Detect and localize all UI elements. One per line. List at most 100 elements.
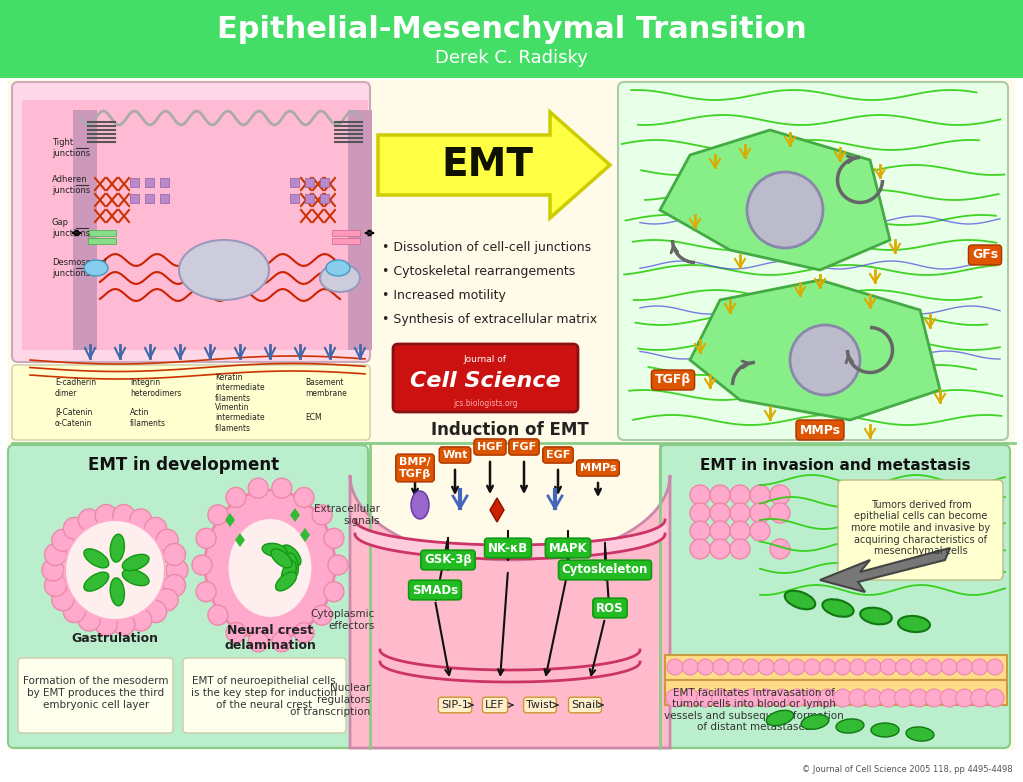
FancyBboxPatch shape [8,445,368,748]
Circle shape [45,575,66,597]
Circle shape [818,689,837,707]
Ellipse shape [110,578,125,606]
Circle shape [65,520,165,620]
Circle shape [971,689,989,707]
Ellipse shape [282,545,301,566]
Circle shape [312,505,332,525]
Ellipse shape [785,590,815,609]
Text: Snail: Snail [571,700,598,710]
Circle shape [925,689,943,707]
Circle shape [226,622,246,643]
Circle shape [788,689,806,707]
Text: Adheren
junctions: Adheren junctions [52,175,90,195]
Circle shape [78,609,100,631]
Circle shape [730,539,750,559]
Polygon shape [290,508,300,522]
Text: HGF: HGF [477,442,503,452]
Circle shape [52,529,74,551]
Circle shape [710,485,730,505]
Ellipse shape [123,569,149,586]
Circle shape [208,605,228,625]
Text: Desmosomal
junctions: Desmosomal junctions [52,258,106,278]
Circle shape [272,632,292,652]
Text: Nuclear
regulators
of transcription: Nuclear regulators of transcription [290,683,370,716]
Text: EMT in development: EMT in development [88,456,279,474]
Text: GSK-3β: GSK-3β [425,554,472,566]
Circle shape [750,503,770,523]
Bar [145,194,154,203]
Circle shape [972,659,988,675]
Circle shape [272,478,292,498]
Bar [290,178,299,187]
Circle shape [894,689,913,707]
Circle shape [196,529,216,548]
Circle shape [45,543,66,565]
Circle shape [294,622,314,643]
Circle shape [682,659,699,675]
Circle shape [864,689,882,707]
Ellipse shape [871,723,899,737]
Circle shape [208,505,228,525]
Circle shape [130,509,151,531]
Circle shape [690,503,710,523]
Circle shape [157,589,178,611]
Text: SMADs: SMADs [412,583,458,597]
Text: ROS: ROS [596,601,624,615]
Ellipse shape [179,240,269,300]
Text: EMT: EMT [441,146,533,184]
Circle shape [324,529,344,548]
Circle shape [895,659,911,675]
Circle shape [710,503,730,523]
Text: • Synthesis of extracellular matrix: • Synthesis of extracellular matrix [382,314,597,327]
Circle shape [865,659,881,675]
Circle shape [144,518,167,540]
Bar [332,238,360,244]
Bar [145,178,154,187]
Ellipse shape [123,554,149,571]
Text: SIP-1: SIP-1 [441,700,469,710]
Circle shape [750,521,770,541]
Text: EGF: EGF [546,450,570,460]
FancyBboxPatch shape [12,365,370,440]
Circle shape [690,485,710,505]
Polygon shape [490,498,504,522]
Circle shape [758,659,774,675]
Polygon shape [348,110,372,350]
Text: Cytoplasmic
effectors: Cytoplasmic effectors [311,609,375,631]
Circle shape [78,509,100,531]
Polygon shape [225,513,235,527]
Bar [305,178,314,187]
Ellipse shape [275,572,297,591]
Ellipse shape [411,491,429,519]
Circle shape [666,689,684,707]
Ellipse shape [271,549,292,568]
Text: Tight
junctions: Tight junctions [52,138,90,158]
Ellipse shape [320,264,360,292]
Circle shape [910,659,927,675]
Circle shape [743,689,760,707]
Circle shape [743,659,759,675]
Ellipse shape [766,710,794,726]
Circle shape [819,659,836,675]
Text: Integrin
heterodimers: Integrin heterodimers [130,378,181,398]
Bar [320,178,329,187]
Circle shape [881,659,896,675]
Circle shape [909,689,928,707]
Circle shape [757,689,775,707]
FancyBboxPatch shape [393,344,578,412]
Text: • Cytoskeletal rearrangements: • Cytoskeletal rearrangements [382,266,575,278]
Ellipse shape [84,549,108,568]
Circle shape [192,555,212,575]
Circle shape [157,529,178,551]
FancyBboxPatch shape [838,480,1003,580]
Circle shape [144,601,167,622]
Text: BMP/
TGFβ: BMP/ TGFβ [399,457,431,479]
Circle shape [667,659,683,675]
Text: Journal of: Journal of [463,356,506,364]
Circle shape [790,325,860,395]
Text: Epithelial-Mesenchymal Transition: Epithelial-Mesenchymal Transition [217,16,806,45]
Text: Tumors derived from
epithelial cells can become
more motile and invasive by
acqu: Tumors derived from epithelial cells can… [851,500,990,556]
Circle shape [770,539,790,559]
Circle shape [955,689,974,707]
Circle shape [770,485,790,505]
